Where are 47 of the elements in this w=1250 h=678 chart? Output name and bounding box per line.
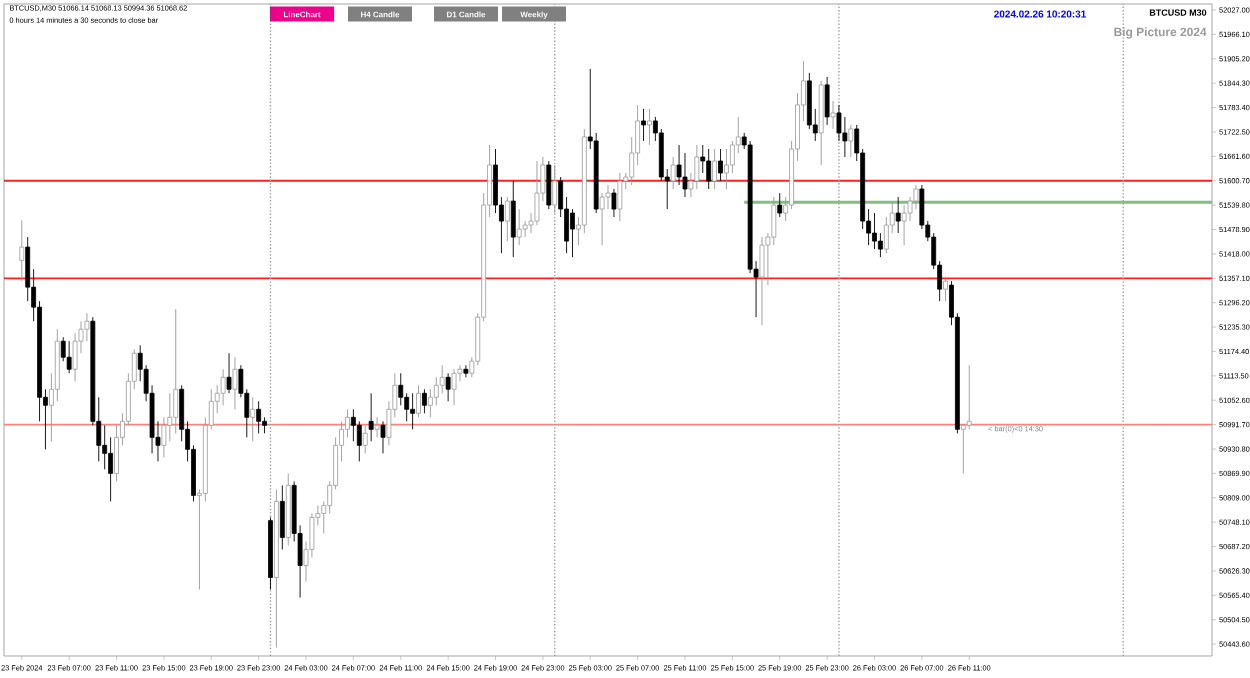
candlestick	[824, 76, 830, 126]
candlestick	[516, 208, 522, 246]
candlestick	[534, 160, 540, 226]
candlestick	[19, 219, 25, 282]
candlestick	[706, 148, 712, 190]
candlestick	[256, 400, 262, 434]
candlestick	[966, 364, 972, 430]
candlestick	[226, 352, 232, 394]
candlestick	[374, 416, 380, 438]
candlestick	[712, 148, 718, 190]
candlestick	[173, 308, 179, 434]
candlestick	[232, 356, 238, 410]
candlestick	[724, 148, 729, 190]
candlestick	[901, 204, 907, 246]
candlestick	[718, 148, 723, 182]
candlestick	[66, 340, 72, 374]
candlestick	[250, 396, 256, 442]
candlestick	[362, 424, 368, 454]
candlestick	[510, 180, 516, 258]
candlestick	[670, 156, 676, 190]
candlestick	[599, 192, 605, 246]
candlestick	[463, 364, 469, 378]
candlestick	[422, 388, 427, 414]
candlestick	[694, 144, 700, 190]
candlestick	[380, 420, 386, 454]
candlestick	[682, 152, 688, 198]
candlestick	[504, 196, 510, 242]
candlestick	[759, 236, 765, 326]
candlestick	[445, 372, 451, 402]
candlestick	[410, 392, 416, 430]
candlestick	[943, 276, 948, 302]
candlestick	[368, 392, 374, 442]
candlestick	[830, 100, 836, 130]
candlestick	[570, 208, 575, 258]
candlestick	[895, 196, 901, 234]
candlestick	[279, 484, 285, 550]
candlestick	[777, 192, 783, 218]
candlestick	[617, 172, 623, 222]
candlestick	[872, 212, 877, 250]
candlestick	[641, 108, 646, 142]
candlestick	[546, 160, 552, 210]
candlestick	[647, 108, 652, 146]
candlestick	[848, 124, 854, 158]
candlestick	[416, 384, 421, 418]
candlestick	[220, 368, 226, 406]
candlestick	[611, 188, 617, 218]
candlestick	[451, 368, 457, 406]
